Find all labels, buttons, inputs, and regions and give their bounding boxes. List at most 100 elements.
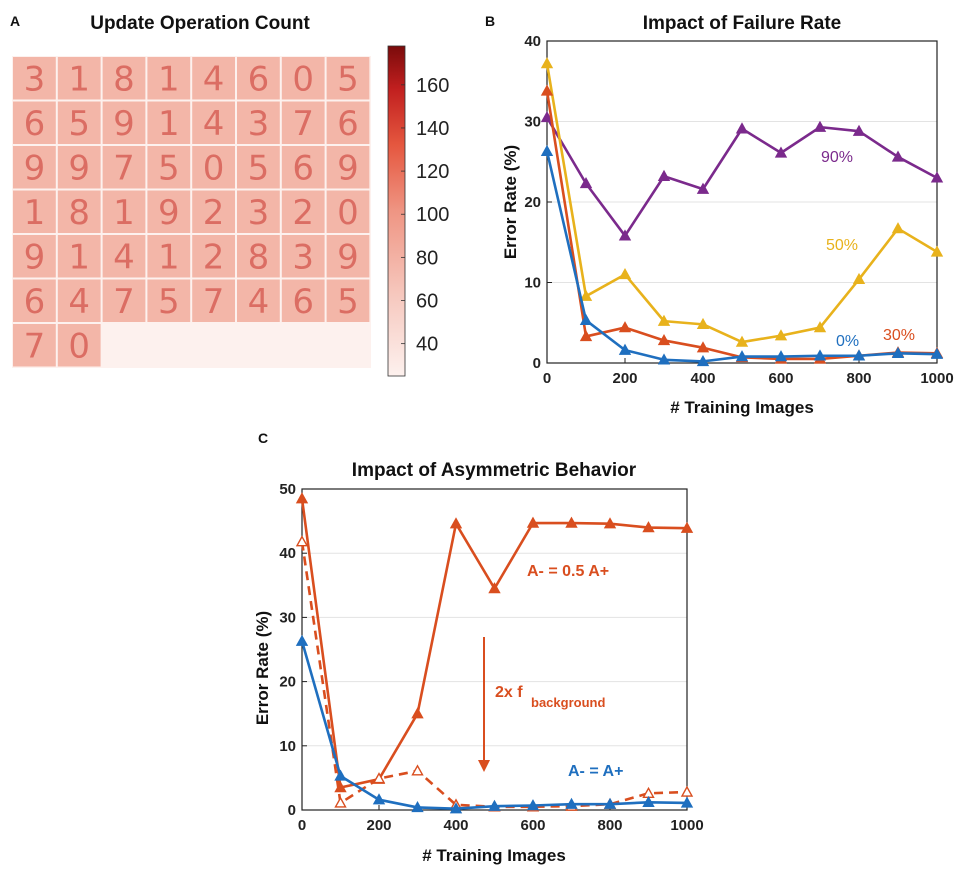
data-point-marker xyxy=(334,769,347,781)
data-point-marker xyxy=(930,347,944,359)
data-point-marker xyxy=(618,343,632,355)
heatmap-cell-digit: 1 xyxy=(113,193,135,233)
data-point-marker xyxy=(680,796,694,808)
heatmap-cell xyxy=(13,57,56,100)
heatmap-cell xyxy=(237,235,280,278)
heatmap-cell xyxy=(281,101,325,144)
x-tick-label: 600 xyxy=(768,370,793,387)
chart-b-ylabel: Error Rate (%) xyxy=(501,145,520,259)
heatmap-cell xyxy=(13,279,56,322)
chart-c: 0 10 20 30 40 50 0 200 400 600 800 1000 xyxy=(279,481,703,834)
heatmap-cell-digit: 3 xyxy=(248,104,270,144)
heatmap-cell-digit: 6 xyxy=(292,148,314,188)
data-point-marker xyxy=(774,146,788,158)
chart-c-xlabel: # Training Images xyxy=(422,846,566,865)
x-tick-label: 1000 xyxy=(920,370,953,387)
y-tick-label: 20 xyxy=(524,194,541,211)
heatmap-cell xyxy=(57,101,101,144)
heatmap-cell xyxy=(57,235,101,278)
heatmap-cell xyxy=(192,190,235,233)
data-point-marker xyxy=(891,150,905,162)
data-point-marker xyxy=(680,521,694,533)
data-point-marker xyxy=(642,795,655,807)
heatmap-cell xyxy=(102,101,146,144)
y-tick-label: 10 xyxy=(524,275,541,292)
heatmap-cell xyxy=(192,279,235,322)
data-point-marker xyxy=(295,492,309,504)
data-point-marker xyxy=(488,582,501,594)
heatmap-cell-digit: 0 xyxy=(203,148,225,188)
data-point-marker xyxy=(540,111,554,123)
label-90: 90% xyxy=(821,149,853,166)
heatmap-cell-digit: 5 xyxy=(68,104,90,144)
data-point-marker xyxy=(696,317,710,330)
data-point-marker xyxy=(696,182,710,194)
data-point-marker xyxy=(579,177,593,189)
heatmap-cell xyxy=(281,146,325,189)
heatmap-cell xyxy=(281,235,325,278)
heatmap-cell xyxy=(326,146,370,189)
chart-c-title: Impact of Asymmetric Behavior xyxy=(352,460,637,481)
data-point-marker xyxy=(579,329,593,342)
x-tick-label: 800 xyxy=(597,817,622,834)
data-point-marker xyxy=(930,245,944,257)
data-point-marker xyxy=(657,334,671,346)
series-line xyxy=(300,541,688,809)
heatmap-cell-digit: 5 xyxy=(158,148,180,188)
data-point-marker xyxy=(852,272,866,284)
heatmap-title: Update Operation Count xyxy=(90,13,310,34)
heatmap-cell xyxy=(13,101,56,144)
heatmap-cell-digit: 3 xyxy=(292,237,314,277)
heatmap-cell-digit: 2 xyxy=(203,237,225,277)
heatmap-cell xyxy=(13,190,56,233)
data-point-marker xyxy=(680,785,694,797)
heatmap-cell-digit: 1 xyxy=(158,237,180,277)
heatmap-cell-digit: 0 xyxy=(68,326,90,366)
heatmap-cell-digit: 7 xyxy=(113,282,135,322)
data-point-marker xyxy=(618,268,632,280)
heatmap-cell xyxy=(57,279,101,322)
series-line xyxy=(545,150,938,363)
heatmap-cell-digit: 2 xyxy=(292,193,314,233)
heatmap-cell xyxy=(281,190,325,233)
x-tick-label: 1000 xyxy=(670,817,703,834)
heatmap-cell xyxy=(147,57,191,100)
heatmap-cell-digit: 4 xyxy=(113,237,135,277)
data-point-marker xyxy=(411,800,424,813)
heatmap-cell xyxy=(147,279,191,322)
heatmap-cell-digit: 3 xyxy=(24,59,46,99)
data-point-marker xyxy=(891,222,905,234)
data-point-marker xyxy=(372,793,386,805)
y-tick-label: 40 xyxy=(524,33,541,50)
y-tick-label: 40 xyxy=(279,545,296,562)
chart-b-xlabel: # Training Images xyxy=(670,398,814,417)
data-point-marker xyxy=(618,229,632,241)
heatmap-cell xyxy=(326,279,370,322)
data-point-marker xyxy=(579,313,593,326)
data-point-marker xyxy=(526,799,540,811)
heatmap-cell xyxy=(192,146,235,189)
heatmap-cell-digit: 6 xyxy=(24,282,46,322)
heatmap-cell xyxy=(147,235,191,278)
chart-c-ylabel: Error Rate (%) xyxy=(253,611,272,725)
data-point-marker xyxy=(774,350,788,362)
label-asym-blue: A- = A+ xyxy=(568,763,623,780)
data-point-marker xyxy=(488,799,501,811)
data-point-marker xyxy=(603,517,617,529)
colorbar-tick-label: 40 xyxy=(416,334,438,356)
x-tick-label: 400 xyxy=(443,817,468,834)
data-point-marker xyxy=(411,707,424,719)
heatmap-grid: 3 1 8 1 4 6 0 56 5 9 1 4 3 7 69 9 7 5 0 5 6 91 8 1 9 2 3 2 09 1 4 1 2 8 3 9… xyxy=(13,57,370,367)
data-point-marker xyxy=(565,797,578,809)
heatmap-cell-digit: 6 xyxy=(24,104,46,144)
heatmap-cell xyxy=(102,279,146,322)
heatmap-cell xyxy=(237,101,280,144)
heatmap-cell-digit: 9 xyxy=(113,104,135,144)
data-point-marker xyxy=(565,516,578,528)
x-tick-label: 600 xyxy=(520,817,545,834)
heatmap-cell-digit: 4 xyxy=(203,59,225,99)
data-point-marker xyxy=(891,346,905,359)
heatmap-cell xyxy=(13,235,56,278)
